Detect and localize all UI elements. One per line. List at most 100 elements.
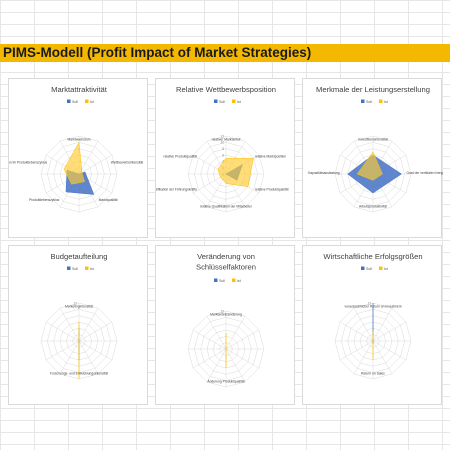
chart-title: Veränderung von (197, 252, 255, 261)
chart-panel-2[interactable]: Relative Wettbewerbsposition Soll Ist 12 10 8… (155, 78, 295, 238)
legend-swatch (379, 266, 383, 270)
page-title: PIMS-Modell (Profit Impact of Market Str… (3, 45, 312, 60)
tick-label: 8 (222, 147, 224, 151)
tick-label: 12 (220, 309, 224, 313)
axis-label: Produktlebenszyklus (29, 198, 60, 202)
legend-label: Soll (72, 100, 78, 104)
radar-chart-svg: Relative Wettbewerbsposition Soll Ist 12 10 8… (156, 85, 289, 213)
grid-spoke (78, 340, 113, 361)
grid-spoke (206, 315, 227, 350)
legend-swatch (85, 266, 89, 270)
legend-swatch (67, 266, 71, 270)
legend-swatch (379, 99, 383, 103)
axis-label: Arbeitsproduktivität (359, 204, 387, 208)
legend-swatch (214, 99, 218, 103)
axis-label: Investitionsintensität (358, 138, 388, 142)
legend-label: Soll (366, 100, 372, 104)
chart-title: Merkmale der Leistungserstellung (316, 85, 430, 94)
grid-spoke (372, 340, 407, 361)
axis-label: relative Qualifikation der Führungskräft… (156, 188, 197, 192)
chart-title: Budgetaufteilung (50, 252, 107, 261)
series-area-ist (217, 157, 254, 187)
legend-swatch (214, 278, 218, 282)
chart-title: Schlüsselfaktoren (196, 263, 256, 272)
series-area-ist (356, 151, 383, 181)
radar-chart-svg: Wirtschaftliche Erfolgsgrößen Soll Ist 12vo… (323, 252, 423, 380)
radar-chart-svg: Budgetaufteilung Soll Ist 12Marketingintens… (40, 252, 118, 380)
tick-label: 12 (367, 301, 371, 305)
grid-spoke (78, 307, 99, 342)
grid-spoke (192, 348, 227, 369)
axis-label: Kapazitätsauslastung (308, 171, 340, 175)
legend-label: Soll (366, 267, 372, 271)
chart-panel-5[interactable]: Veränderung von Schlüsselfaktoren Soll Ist 1… (155, 245, 295, 405)
axis-label: Änderung Produktqualität (207, 379, 244, 383)
axis-label: Marketingintensität (65, 305, 93, 309)
tick-label: 10 (220, 141, 224, 145)
grid-spoke (59, 340, 80, 375)
axis-label: relative Qualifikation der Mitarbeiter (200, 204, 253, 208)
grid-spoke (225, 348, 246, 383)
grid-spoke (372, 340, 393, 375)
legend-swatch (67, 99, 71, 103)
axis-label: Return on Sales (361, 371, 385, 375)
legend-swatch (232, 99, 236, 103)
title-bar (0, 44, 450, 62)
radar-chart-svg: Veränderung von Schlüsselfaktoren Soll Ist 1… (187, 252, 265, 388)
grid-spoke (225, 329, 260, 350)
grid-spoke (339, 340, 374, 361)
chart-title: Wirtschaftliche Erfolgsgrößen (323, 252, 422, 261)
axis-label: Position im Produktlebenszyklus (9, 161, 48, 165)
axis-label: Marktanteilsänderung (210, 313, 242, 317)
axis-label: Wettbewerbsintensität (111, 161, 143, 165)
grid-spoke (353, 307, 374, 342)
grid-spoke (353, 340, 374, 375)
legend-label: Ist (237, 100, 241, 104)
series-area-ist (63, 141, 85, 185)
legend-swatch (361, 99, 365, 103)
legend-label: Ist (90, 100, 94, 104)
grid-spoke (339, 321, 374, 342)
grid-spoke (372, 307, 393, 342)
chart-panel-4[interactable]: Budgetaufteilung Soll Ist 12 Marketingintens… (8, 245, 148, 405)
chart-panel-1[interactable]: Marktattraktivität Soll Ist Marktwachstum We… (8, 78, 148, 238)
grid-spoke (59, 307, 80, 342)
chart-panel-6[interactable]: Wirtschaftliche Erfolgsgrößen Soll Ist 12 vo… (302, 245, 442, 405)
grid-spoke (45, 321, 80, 342)
grid-spoke (206, 348, 227, 383)
axis-label: Grad der vertikalen Integration (406, 171, 443, 175)
axis-label: relative Produktqualität (163, 154, 197, 158)
legend-label: Ist (384, 267, 388, 271)
chart-title: Relative Wettbewerbsposition (176, 85, 276, 94)
grid-spoke (78, 140, 99, 175)
axis-label: Marktqualität (99, 198, 118, 202)
legend-swatch (232, 278, 236, 282)
grid-spoke (372, 321, 407, 342)
legend-label: Ist (90, 267, 94, 271)
tick-label: 12 (73, 301, 77, 305)
grid-spoke (225, 315, 246, 350)
axis-label: Marktwachstum (67, 138, 90, 142)
radar-chart-svg: Merkmale der Leistungserstellung Soll Ist I… (308, 85, 443, 213)
legend-label: Soll (72, 267, 78, 271)
grid-spoke (45, 340, 80, 361)
radar-chart-svg: Marktattraktivität Soll Ist Marktwachstum We… (9, 85, 143, 213)
axis-label: relative Produktqualität (255, 188, 289, 192)
grid-spoke (78, 321, 113, 342)
tick-label: 12 (220, 134, 224, 138)
grid-spoke (78, 154, 113, 175)
grid-spoke (192, 329, 227, 350)
legend-label: Ist (384, 100, 388, 104)
legend-label: Soll (219, 100, 225, 104)
grid-spoke (225, 348, 260, 369)
axis-label: Forschungs- und Entwicklungsintensität (50, 371, 108, 375)
legend-label: Soll (219, 279, 225, 283)
chart-panel-3[interactable]: Merkmale der Leistungserstellung Soll Ist I… (302, 78, 443, 238)
axis-label: relativer Marktanteil (212, 138, 241, 142)
tick-label: 6 (222, 153, 224, 157)
legend-label: Ist (237, 279, 241, 283)
legend-swatch (85, 99, 89, 103)
axis-label: voraussichtlicher Return on Investment (345, 305, 402, 309)
grid-spoke (78, 340, 99, 375)
axis-label: relative Marktposition (255, 154, 286, 158)
